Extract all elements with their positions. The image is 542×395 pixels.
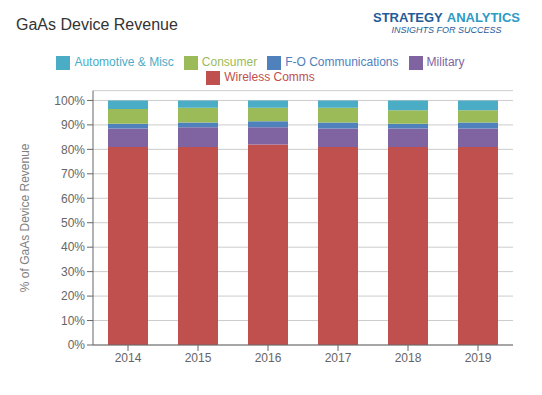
svg-text:50%: 50% — [61, 216, 85, 230]
svg-text:2016: 2016 — [255, 351, 282, 365]
svg-text:2019: 2019 — [465, 351, 492, 365]
svg-text:2015: 2015 — [185, 351, 212, 365]
html-text:Wireless Comms: Wireless Comms — [224, 69, 315, 84]
html-text:Consumer: Consumer — [201, 55, 258, 69]
svg-text:10%: 10% — [61, 314, 85, 328]
html-text:Military: Military — [426, 55, 465, 69]
html-text:STRATEGY ANALYTICS: STRATEGY ANALYTICS — [373, 10, 520, 25]
svg-text:100%: 100% — [54, 94, 85, 108]
svg-text:20%: 20% — [61, 289, 85, 303]
svg-text:40%: 40% — [61, 240, 85, 254]
svg-text:60%: 60% — [61, 192, 85, 206]
html-text:INSIGHTS FOR SUCCESS: INSIGHTS FOR SUCCESS — [391, 25, 502, 35]
html-text:GaAs Device Revenue: GaAs Device Revenue — [16, 16, 178, 33]
svg-text:2018: 2018 — [395, 351, 422, 365]
svg-text:% of GaAs Device Revenue: % of GaAs Device Revenue — [18, 143, 32, 292]
html-text:Automotive & Misc: Automotive & Misc — [74, 55, 174, 69]
html-text:F-O Communications: F-O Communications — [285, 55, 399, 69]
svg-text:2017: 2017 — [325, 351, 352, 365]
svg-text:30%: 30% — [61, 265, 85, 279]
svg-text:90%: 90% — [61, 118, 85, 132]
svg-text:80%: 80% — [61, 143, 85, 157]
svg-text:2014: 2014 — [115, 351, 142, 365]
svg-text:0%: 0% — [68, 338, 86, 352]
svg-text:70%: 70% — [61, 167, 85, 181]
